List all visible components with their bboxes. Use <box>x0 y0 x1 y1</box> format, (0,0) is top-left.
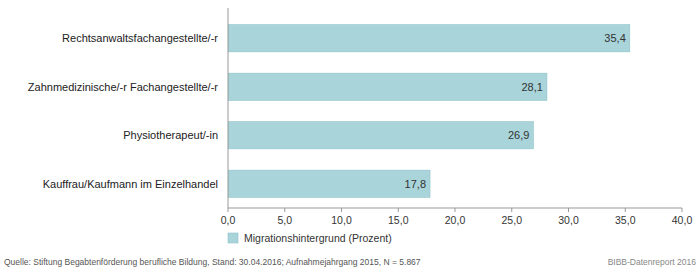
bar <box>228 122 533 149</box>
tick <box>455 208 456 212</box>
chart: 35,4 28,1 26,9 17,8 Rechtsanwaltsfachangeste… <box>0 0 700 272</box>
tick-label: 25,0 <box>502 214 523 226</box>
tick <box>568 208 569 212</box>
tick-label: 5,0 <box>277 214 292 226</box>
tick <box>511 208 512 212</box>
data-label: 17,8 <box>405 178 426 190</box>
tick-label: 30,0 <box>558 214 579 226</box>
tick <box>625 208 626 212</box>
source-note: Quelle: Stiftung Begabtenförderung beruf… <box>4 257 421 267</box>
category-label: Kauffrau/Kaufmann im Einzelhandel <box>43 178 218 190</box>
tick-label: 35,0 <box>615 214 636 226</box>
tick-label: 20,0 <box>445 214 466 226</box>
legend-swatch <box>228 233 238 243</box>
bar <box>228 25 630 52</box>
tick <box>228 208 229 212</box>
tick <box>284 208 285 212</box>
category-label: Physiotherapeut/-in <box>123 129 218 141</box>
tick <box>682 208 683 212</box>
data-label: 35,4 <box>604 32 625 44</box>
tick <box>341 208 342 212</box>
bar <box>228 170 430 197</box>
tick-label: 0,0 <box>221 214 236 226</box>
legend-label: Migrationshintergrund (Prozent) <box>244 232 392 244</box>
tick-label: 40,0 <box>672 214 693 226</box>
report-note: BIBB-Datenreport 2016 <box>608 257 697 267</box>
category-label: Zahnmedizinische/-r Fachangestellte/-r <box>28 81 218 93</box>
data-label: 28,1 <box>522 81 543 93</box>
tick-label: 15,0 <box>388 214 409 226</box>
tick <box>398 208 399 212</box>
data-label: 26,9 <box>508 129 529 141</box>
bars <box>228 25 630 198</box>
tick-label: 10,0 <box>331 214 352 226</box>
category-label: Rechtsanwaltsfachangestellte/-r <box>62 32 218 44</box>
bar <box>228 73 547 100</box>
y-axis <box>228 8 229 208</box>
